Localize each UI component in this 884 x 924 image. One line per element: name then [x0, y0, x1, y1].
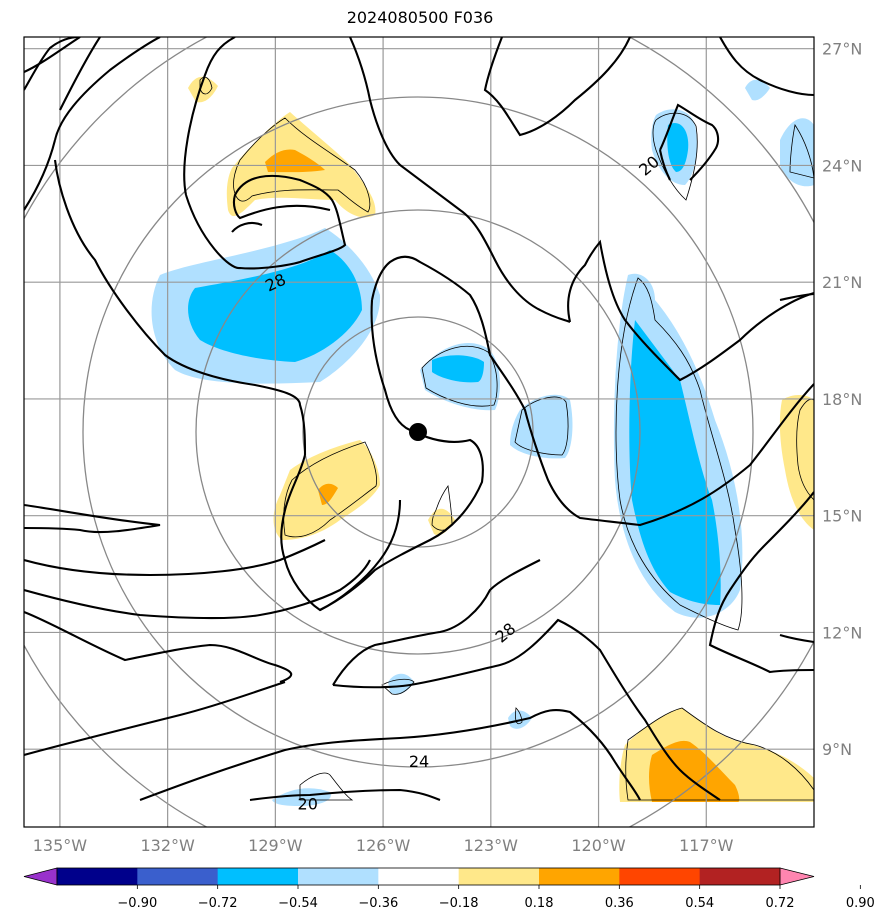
colorbar-segment [57, 868, 138, 885]
y-tick-label: 18°N [822, 390, 862, 409]
colorbar-tick-label: −0.54 [278, 896, 318, 911]
contour-label-text: 28 [492, 619, 520, 647]
y-tick-labels: 27°N 24°N 21°N 18°N 15°N 12°N 9°N [822, 40, 862, 759]
colorbar-segment [217, 868, 299, 885]
colorbar-tick-label: −0.18 [439, 896, 479, 911]
x-tick-label: 126°W [356, 836, 411, 855]
storm-center-marker [409, 423, 427, 441]
contour-label-text: 24 [409, 752, 429, 771]
colorbar-segment [619, 868, 701, 885]
contour-label: 24 [409, 752, 429, 771]
colorbar-tick-label: 0.72 [766, 896, 795, 911]
y-tick-label: 9°N [822, 740, 852, 759]
x-tick-label: 117°W [679, 836, 734, 855]
y-tick-label: 15°N [822, 507, 862, 526]
map-area [24, 37, 814, 827]
shade-light-blue [272, 788, 331, 806]
colorbar: −0.90 −0.72 −0.54 −0.36 −0.18 0.18 0.36 0.54 0.7… [23, 867, 875, 911]
shade-blue [432, 355, 484, 383]
range-ring [82, 96, 754, 768]
colorbar-segment [298, 868, 379, 885]
y-tick-label: 24°N [822, 156, 862, 175]
colorbar-tick-label: −0.36 [358, 896, 398, 911]
contour-label: 20 [298, 795, 318, 814]
x-tick-labels: 135°W 132°W 129°W 126°W 123°W 120°W 117°W [33, 836, 734, 855]
colorbar-tick-label: 0.36 [605, 896, 634, 911]
shade-light-blue [780, 118, 814, 187]
shade-orange [318, 483, 338, 505]
shade-orange [649, 740, 740, 802]
shade-orange [265, 149, 325, 173]
shade-light-blue [510, 394, 573, 459]
colorbar-tick-label: 0.90 [846, 896, 875, 911]
gridlines [24, 37, 814, 827]
colorbar-tick-label: −0.90 [117, 896, 157, 911]
colorbar-outline [56, 867, 781, 886]
colorbar-extend-max [779, 867, 815, 886]
range-ring [195, 209, 641, 655]
y-tick-label: 12°N [822, 623, 862, 642]
x-tick-label: 120°W [571, 836, 626, 855]
y-tick-label: 21°N [822, 273, 862, 292]
range-circles [24, 37, 814, 827]
colorbar-segment [458, 868, 540, 885]
y-tick-label: 27°N [822, 40, 862, 59]
shade-blue [667, 122, 689, 172]
chart-title: 2024080500 F036 [346, 8, 494, 27]
colorbar-extend-min [23, 867, 58, 886]
shading-layer [151, 76, 814, 806]
x-tick-label: 132°W [140, 836, 195, 855]
colorbar-tick-label: −0.72 [198, 896, 238, 911]
contour-lines [24, 37, 814, 802]
contour-label-text: 20 [298, 795, 318, 814]
colorbar-segment [378, 868, 460, 885]
colorbar-tick-label: 0.54 [685, 896, 714, 911]
x-tick-label: 129°W [248, 836, 303, 855]
colorbar-tick-label: 0.18 [525, 896, 554, 911]
x-tick-label: 135°W [33, 836, 88, 855]
colorbar-segment [699, 868, 781, 885]
colorbar-segment [137, 868, 219, 885]
x-tick-label: 123°W [464, 836, 519, 855]
contour-label: 28 [492, 619, 520, 647]
shade-yellow [779, 395, 814, 530]
map-frame [23, 36, 815, 828]
shade-light-blue [745, 79, 770, 101]
colorbar-segment [539, 868, 620, 885]
shade-blue [629, 320, 721, 605]
